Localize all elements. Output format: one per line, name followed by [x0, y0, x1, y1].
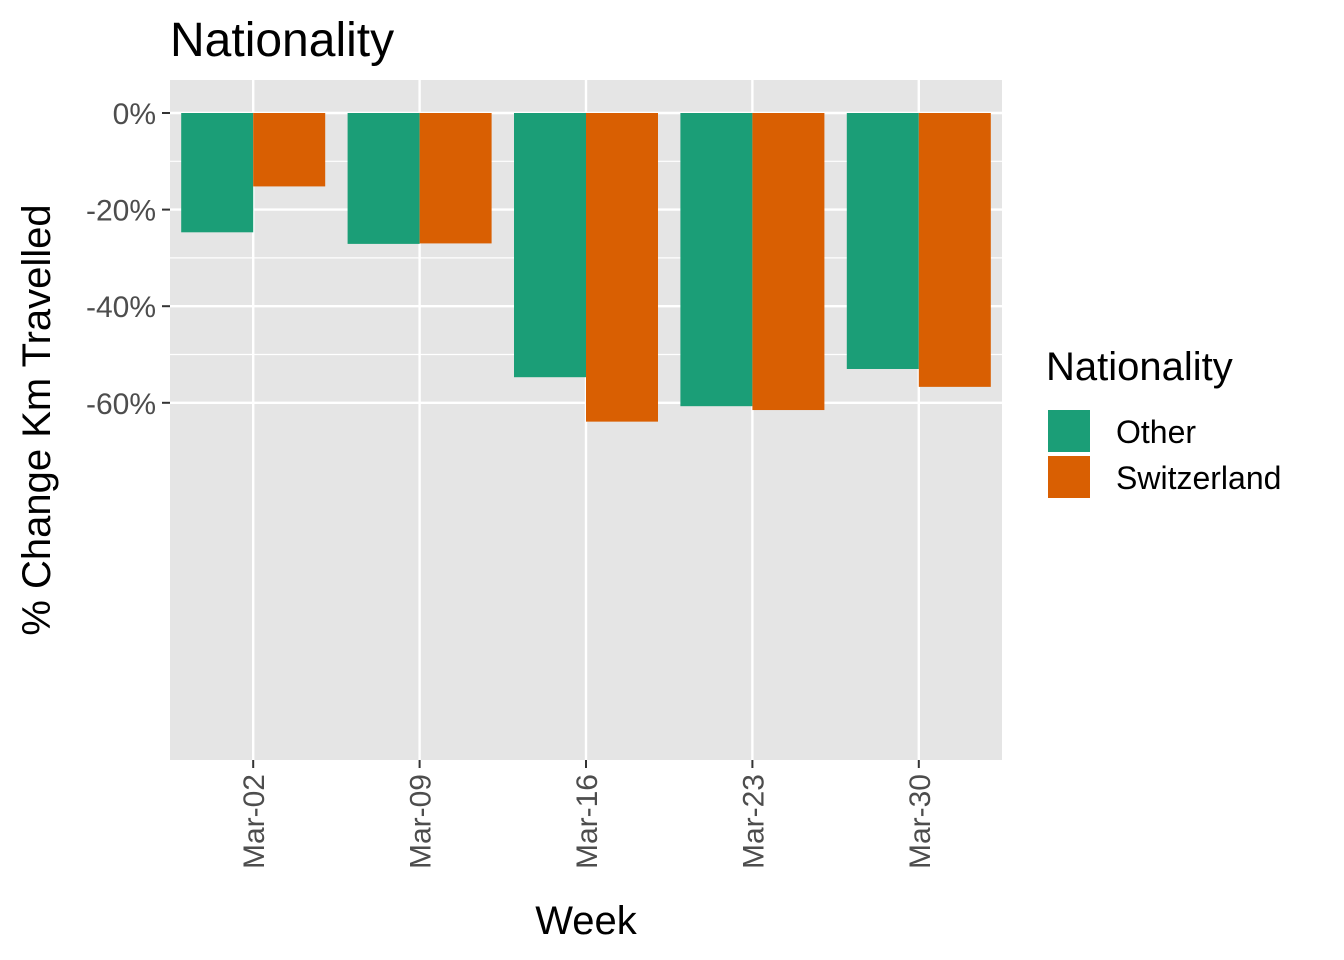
y-tick-label: -40% [86, 291, 156, 324]
bar-switzerland-mar-09 [419, 113, 492, 244]
x-axis: Mar-02 Mar-09 Mar-16 Mar-23 Mar-30 [238, 760, 937, 869]
bar-other-mar-02 [181, 113, 254, 233]
bar-switzerland-mar-30 [918, 113, 991, 387]
y-axis-title: % Change Km Travelled [15, 204, 59, 635]
bar-switzerland-mar-16 [586, 113, 658, 422]
legend-label-switzerland: Switzerland [1116, 460, 1281, 496]
bars [181, 113, 991, 422]
x-tick-label: Mar-09 [405, 774, 438, 869]
bar-switzerland-mar-23 [752, 113, 825, 411]
x-tick-label: Mar-23 [737, 774, 770, 869]
bar-other-mar-23 [680, 113, 753, 407]
legend-key-other [1048, 410, 1090, 452]
bar-other-mar-16 [514, 113, 586, 378]
chart-title: Nationality [170, 14, 394, 67]
y-axis: 0% -20% -40% -60% [86, 98, 170, 421]
legend-key-switzerland [1048, 456, 1090, 498]
y-tick-label: -20% [86, 195, 156, 228]
legend-title: Nationality [1046, 345, 1233, 389]
bar-other-mar-30 [846, 113, 919, 369]
y-tick-label: -60% [86, 388, 156, 421]
legend: Nationality Other Switzerland [1046, 345, 1281, 498]
x-axis-title: Week [535, 899, 638, 943]
y-tick-label: 0% [113, 98, 156, 131]
x-tick-label: Mar-02 [238, 774, 271, 869]
bar-switzerland-mar-02 [253, 113, 326, 187]
x-tick-label: Mar-30 [904, 774, 937, 869]
legend-label-other: Other [1116, 414, 1196, 450]
x-tick-label: Mar-16 [571, 774, 604, 869]
bar-other-mar-09 [347, 113, 420, 244]
